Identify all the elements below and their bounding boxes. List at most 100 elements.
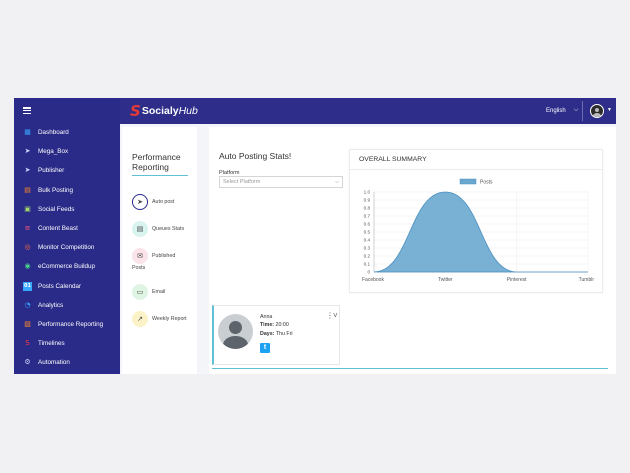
legend-swatch: [459, 178, 477, 185]
chart-icon: ↗: [132, 311, 148, 327]
automation-icon: ⚙: [24, 358, 31, 367]
sidebar: ▦ Dashboard ➤ Mega_Box ➤ Publisher ▤ Bulk Posti…: [14, 98, 120, 374]
sidebar-item-dashboard[interactable]: ▦ Dashboard: [14, 124, 120, 141]
card-divider: [350, 169, 602, 170]
logo-text-bold: Socialy: [141, 105, 179, 117]
chevron-down-icon: ⌵: [335, 179, 339, 185]
report-menu-label: Email: [152, 289, 166, 295]
time-value: 20:00: [275, 322, 289, 328]
y-tick-label: 0.2: [364, 254, 371, 259]
y-tick-label: 0.7: [364, 214, 371, 219]
twitter-icon: t: [260, 343, 270, 353]
sidebar-item-label: Automation: [38, 359, 70, 367]
x-tick-label: Twitter: [438, 277, 453, 282]
top-header: S Socialy Hub English ⌵ ▼: [120, 98, 616, 124]
main-panel: Auto Posting Stats! Platform Select Plat…: [209, 127, 616, 374]
report-menu-label: Published: [152, 253, 176, 259]
series-area-posts: [373, 191, 588, 273]
sidebar-item-performance-reporting[interactable]: ▧ Performance Reporting: [14, 316, 120, 333]
mail-icon: ✉: [132, 248, 148, 264]
report-menu-published[interactable]: ✉ Published Posts: [132, 248, 176, 271]
legend-label: Posts: [480, 180, 493, 186]
app-window: ▦ Dashboard ➤ Mega_Box ➤ Publisher ▤ Bulk Posti…: [14, 98, 616, 374]
paper-plane-icon: ➤: [24, 166, 31, 175]
sidebar-item-mega-box[interactable]: ➤ Mega_Box: [14, 143, 120, 160]
platform-label: Platform: [219, 170, 240, 176]
caret-down-icon[interactable]: ▼: [607, 107, 612, 113]
header-divider: [582, 101, 583, 121]
sidebar-item-analytics[interactable]: ◔ Analytics: [14, 297, 120, 314]
sidebar-item-label: Performance Reporting: [38, 321, 104, 328]
report-menu-weekly-report[interactable]: ↗ Weekly Report: [132, 311, 187, 327]
days-value: Thu Fri: [275, 331, 293, 337]
sidebar-item-label: eCommerce Buildup: [38, 263, 96, 271]
x-tick-label: Facebook: [362, 277, 384, 282]
platform-select[interactable]: Select Platform ⌵: [219, 176, 343, 188]
profile-days: Days: Thu Fri: [260, 331, 293, 337]
profile-name: Anna: [260, 314, 273, 320]
timeline-icon: S: [25, 339, 30, 348]
report-menu-label: Auto post: [152, 199, 175, 205]
language-selector[interactable]: English ⌵: [546, 107, 578, 114]
summary-title: OVERALL SUMMARY: [359, 156, 427, 163]
ecommerce-icon: ◉: [24, 262, 31, 271]
monitor-icon: ◎: [24, 243, 31, 252]
queue-icon: ▤: [132, 221, 148, 237]
y-tick-label: 0.9: [364, 198, 371, 203]
more-options-icon[interactable]: ⋮˅: [326, 311, 338, 320]
sidebar-item-label: Content Beast: [38, 225, 78, 232]
y-tick-label: 0.5: [364, 230, 371, 235]
sidebar-item-timelines[interactable]: S Timelines: [14, 335, 120, 352]
sidebar-item-publisher[interactable]: ➤ Publisher: [14, 162, 120, 179]
sidebar-item-social-feeds[interactable]: ▣ Social Feeds: [14, 201, 120, 218]
email-icon: ▭: [132, 284, 148, 300]
platform-placeholder: Select Platform: [223, 179, 261, 185]
x-tick-label: Tumblr: [579, 277, 595, 282]
logo-mark: S: [130, 102, 141, 120]
sidebar-item-label: Timelines: [38, 340, 65, 348]
report-menu-label-line2: Posts: [132, 265, 146, 271]
logo-text-light: Hub: [178, 105, 198, 117]
sidebar-item-bulk-posting[interactable]: ▤ Bulk Posting: [14, 182, 120, 199]
overall-summary-card: OVERALL SUMMARY 0 0.1 0.2 0.3 0.4 0.5 0.6 0.7 0.…: [349, 149, 603, 293]
sidebar-item-ecommerce-buildup[interactable]: ◉ eCommerce Buildup: [14, 258, 120, 275]
analytics-icon: ◔: [24, 300, 31, 309]
panel-title: Performance Reporting: [132, 152, 181, 172]
report-menu-auto-post[interactable]: ➤ Auto post: [132, 194, 174, 210]
report-icon: ▧: [24, 320, 31, 328]
auto-posting-title: Auto Posting Stats!: [219, 151, 292, 161]
sidebar-item-automation[interactable]: ⚙ Automation: [14, 354, 120, 371]
report-menu-label: Weekly Report: [152, 316, 187, 322]
sidebar-item-label: Analytics: [38, 301, 64, 309]
sidebar-item-posts-calendar[interactable]: 01 Posts Calendar: [14, 278, 120, 295]
x-tick-label: Pinterest: [507, 277, 527, 282]
y-tick-label: 0.8: [364, 206, 371, 211]
content-icon: ≡: [24, 224, 31, 232]
profile-time: Time: 20:00: [260, 322, 289, 328]
calendar-icon: 01: [23, 281, 32, 291]
y-tick-label: 0.3: [364, 246, 371, 251]
sidebar-item-monitor-competition[interactable]: ◎ Monitor Competition: [14, 239, 120, 256]
sidebar-item-content-beast[interactable]: ≡ Content Beast: [14, 220, 120, 237]
hamburger-menu-icon[interactable]: [23, 107, 31, 115]
profile-card: Anna Time: 20:00 Days: Thu Fri t ⋮˅: [212, 305, 340, 365]
app-logo[interactable]: S Socialy Hub: [130, 102, 198, 120]
sidebar-item-label: Posts Calendar: [38, 282, 82, 290]
feeds-icon: ▣: [24, 204, 31, 213]
y-tick-label: 0.4: [364, 238, 371, 243]
sidebar-item-label: Dashboard: [38, 129, 69, 136]
sidebar-item-label: Mega_Box: [38, 148, 69, 156]
chevron-down-icon: ⌵: [573, 107, 579, 113]
performance-reporting-panel: Performance Reporting ➤ Auto post ▤ Queues …: [122, 127, 197, 374]
report-menu-email[interactable]: ▭ Email: [132, 284, 165, 300]
days-label: Days:: [260, 331, 275, 337]
user-avatar-icon[interactable]: [590, 104, 604, 118]
dashboard-icon: ▦: [24, 128, 31, 136]
y-tick-label: 0: [367, 270, 370, 275]
report-menu-queues-stats[interactable]: ▤ Queues Stats: [132, 221, 184, 237]
summary-chart: 0 0.1 0.2 0.3 0.4 0.5 0.6 0.7 0.8 0.9 1.0 Facebook T…: [362, 178, 595, 282]
language-label: English: [546, 107, 566, 114]
bulk-upload-icon: ▤: [24, 185, 31, 194]
sidebar-item-label: Bulk Posting: [38, 186, 74, 194]
time-label: Time:: [260, 322, 275, 328]
